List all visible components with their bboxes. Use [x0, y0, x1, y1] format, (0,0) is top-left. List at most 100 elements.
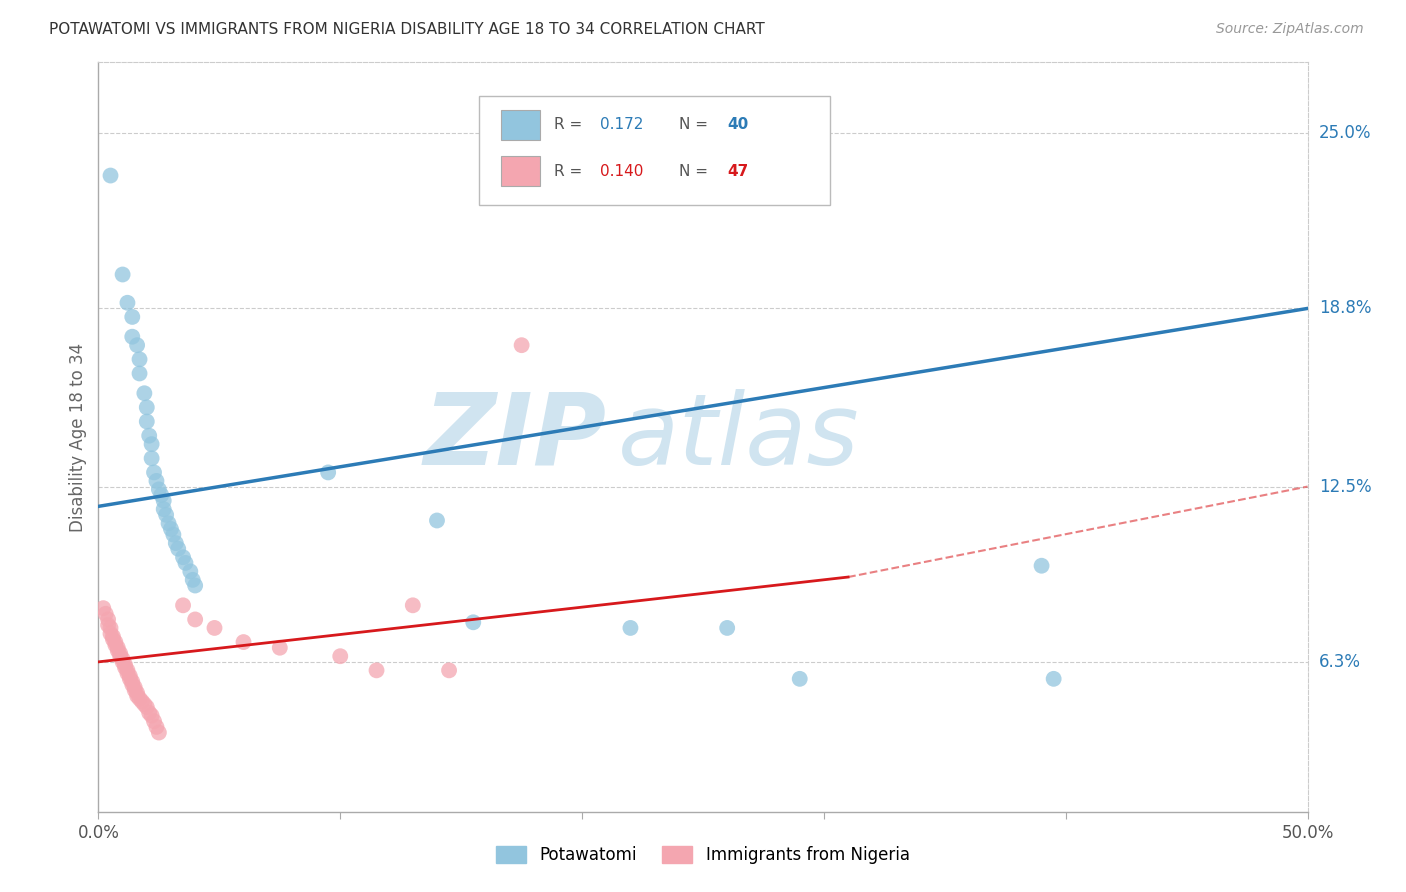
Point: [100, 626, 122, 640]
Point: [91, 601, 114, 615]
Point: [329, 649, 352, 664]
Point: [100, 169, 122, 183]
Point: [118, 669, 141, 683]
Point: [619, 621, 641, 635]
Point: [117, 295, 139, 310]
Point: [107, 640, 129, 655]
Point: [165, 536, 187, 550]
Point: [148, 483, 170, 497]
Point: [155, 508, 177, 522]
Point: [269, 640, 291, 655]
Point: [179, 565, 201, 579]
Point: [463, 615, 485, 630]
Point: [167, 541, 190, 556]
Point: [134, 698, 156, 712]
Text: N =: N =: [679, 117, 713, 132]
Point: [127, 686, 149, 700]
Point: [128, 352, 150, 367]
Point: [150, 488, 173, 502]
Point: [100, 621, 122, 635]
Point: [128, 691, 150, 706]
FancyBboxPatch shape: [501, 110, 540, 140]
Point: [128, 367, 150, 381]
Point: [232, 635, 254, 649]
Point: [117, 666, 139, 681]
Point: [145, 474, 167, 488]
Text: ZIP: ZIP: [423, 389, 606, 485]
Point: [121, 677, 143, 691]
Point: [157, 516, 180, 531]
Text: 40: 40: [727, 117, 748, 132]
Point: [160, 522, 183, 536]
Text: 47: 47: [727, 163, 748, 178]
Text: 0.172: 0.172: [600, 117, 644, 132]
Point: [402, 599, 425, 613]
Point: [426, 514, 449, 528]
Point: [141, 437, 163, 451]
Text: 0.140: 0.140: [600, 163, 644, 178]
Point: [510, 338, 533, 352]
Point: [124, 683, 146, 698]
Point: [107, 643, 129, 657]
Point: [121, 310, 143, 324]
Point: [135, 401, 157, 415]
Point: [114, 657, 136, 672]
Text: 6.3%: 6.3%: [1319, 653, 1361, 671]
Point: [127, 689, 149, 703]
Point: [138, 706, 160, 720]
Text: N =: N =: [679, 163, 713, 178]
Point: [437, 664, 460, 678]
Point: [172, 599, 194, 613]
Point: [97, 618, 120, 632]
Point: [143, 466, 166, 480]
Point: [101, 632, 124, 647]
Point: [789, 672, 811, 686]
Point: [181, 573, 204, 587]
Point: [97, 612, 120, 626]
Point: [152, 493, 174, 508]
Point: [124, 681, 146, 695]
Text: atlas: atlas: [619, 389, 860, 485]
Point: [118, 672, 141, 686]
Text: 25.0%: 25.0%: [1319, 124, 1371, 142]
Point: [1042, 672, 1064, 686]
FancyBboxPatch shape: [501, 156, 540, 186]
Point: [366, 664, 388, 678]
Text: R =: R =: [554, 117, 588, 132]
Point: [145, 720, 167, 734]
Point: [111, 268, 134, 282]
Point: [134, 386, 156, 401]
Point: [108, 646, 131, 660]
Point: [121, 674, 143, 689]
Point: [716, 621, 738, 635]
Point: [174, 556, 197, 570]
Point: [121, 329, 143, 343]
Point: [152, 502, 174, 516]
Point: [94, 607, 117, 621]
Point: [141, 708, 163, 723]
Point: [104, 638, 127, 652]
Point: [104, 635, 127, 649]
Point: [117, 664, 139, 678]
Point: [184, 612, 207, 626]
Point: [172, 550, 194, 565]
Point: [135, 415, 157, 429]
Text: R =: R =: [554, 163, 588, 178]
Point: [316, 466, 339, 480]
Legend: Potawatomi, Immigrants from Nigeria: Potawatomi, Immigrants from Nigeria: [489, 839, 917, 871]
Point: [1031, 558, 1053, 573]
Point: [135, 700, 157, 714]
Point: [131, 694, 153, 708]
Text: POTAWATOMI VS IMMIGRANTS FROM NIGERIA DISABILITY AGE 18 TO 34 CORRELATION CHART: POTAWATOMI VS IMMIGRANTS FROM NIGERIA DI…: [49, 22, 765, 37]
Text: 12.5%: 12.5%: [1319, 477, 1371, 496]
Point: [111, 655, 134, 669]
Point: [143, 714, 166, 729]
Point: [114, 660, 136, 674]
Text: Source: ZipAtlas.com: Source: ZipAtlas.com: [1216, 22, 1364, 37]
Point: [101, 629, 124, 643]
Point: [127, 338, 149, 352]
Text: 18.8%: 18.8%: [1319, 300, 1371, 318]
FancyBboxPatch shape: [479, 96, 830, 205]
Point: [138, 428, 160, 442]
Point: [148, 725, 170, 739]
